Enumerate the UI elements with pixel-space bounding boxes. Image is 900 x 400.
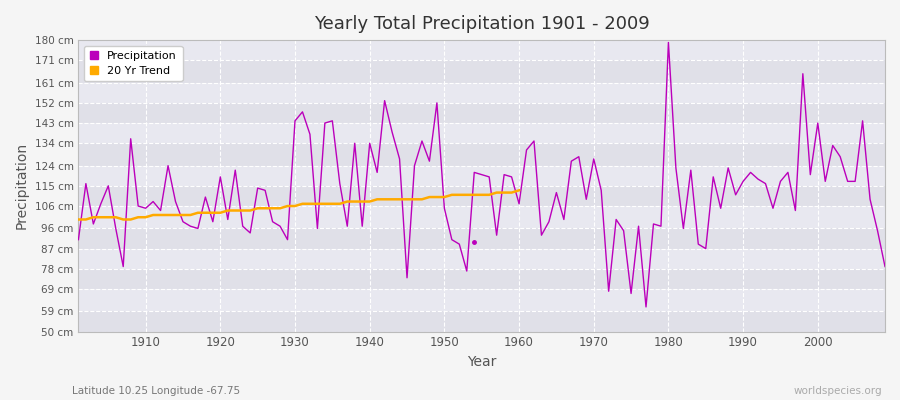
20 Yr Trend (200, 210, 211, 215)
Precipitation (506, 174, 517, 179)
Bar (78, 166, 885, 186)
Precipitation (133, 204, 144, 208)
Title: Yearly Total Precipitation 1901 - 2009: Yearly Total Precipitation 1901 - 2009 (314, 15, 650, 33)
Precipitation (879, 264, 890, 269)
Bar (78, 312, 885, 332)
Bar (78, 60, 885, 83)
Precipitation (73, 237, 84, 242)
Text: Latitude 10.25 Longitude -67.75: Latitude 10.25 Longitude -67.75 (72, 386, 240, 396)
Bar (78, 40, 885, 60)
20 Yr Trend (222, 208, 233, 213)
Bar (78, 249, 885, 269)
20 Yr Trend (514, 188, 525, 193)
Y-axis label: Precipitation: Precipitation (15, 142, 29, 230)
Legend: Precipitation, 20 Yr Trend: Precipitation, 20 Yr Trend (84, 46, 183, 82)
Precipitation (663, 40, 674, 45)
20 Yr Trend (349, 199, 360, 204)
X-axis label: Year: Year (467, 355, 497, 369)
Bar (78, 83, 885, 103)
Text: worldspecies.org: worldspecies.org (794, 386, 882, 396)
20 Yr Trend (185, 212, 196, 217)
Bar (78, 206, 885, 228)
Line: Precipitation: Precipitation (78, 42, 885, 307)
Bar (78, 186, 885, 206)
20 Yr Trend (215, 210, 226, 215)
20 Yr Trend (73, 217, 84, 222)
Bar (78, 143, 885, 166)
Bar (78, 103, 885, 123)
Precipitation (297, 110, 308, 114)
20 Yr Trend (148, 212, 158, 217)
Bar (78, 228, 885, 249)
Bar (78, 123, 885, 143)
Precipitation (342, 224, 353, 229)
Precipitation (641, 304, 652, 309)
Precipitation (514, 201, 525, 206)
Precipitation (603, 289, 614, 294)
Bar (78, 289, 885, 312)
Line: 20 Yr Trend: 20 Yr Trend (78, 190, 519, 220)
Bar (78, 269, 885, 289)
